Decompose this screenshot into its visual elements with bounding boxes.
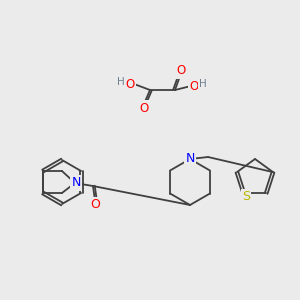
Text: O: O [90,199,100,212]
Text: S: S [242,190,250,203]
Text: O: O [125,77,135,91]
Text: O: O [140,101,148,115]
Text: O: O [189,80,199,92]
Text: N: N [185,152,195,166]
Text: O: O [176,64,186,77]
Text: N: N [71,176,81,190]
Text: H: H [199,79,207,89]
Text: H: H [117,77,125,87]
